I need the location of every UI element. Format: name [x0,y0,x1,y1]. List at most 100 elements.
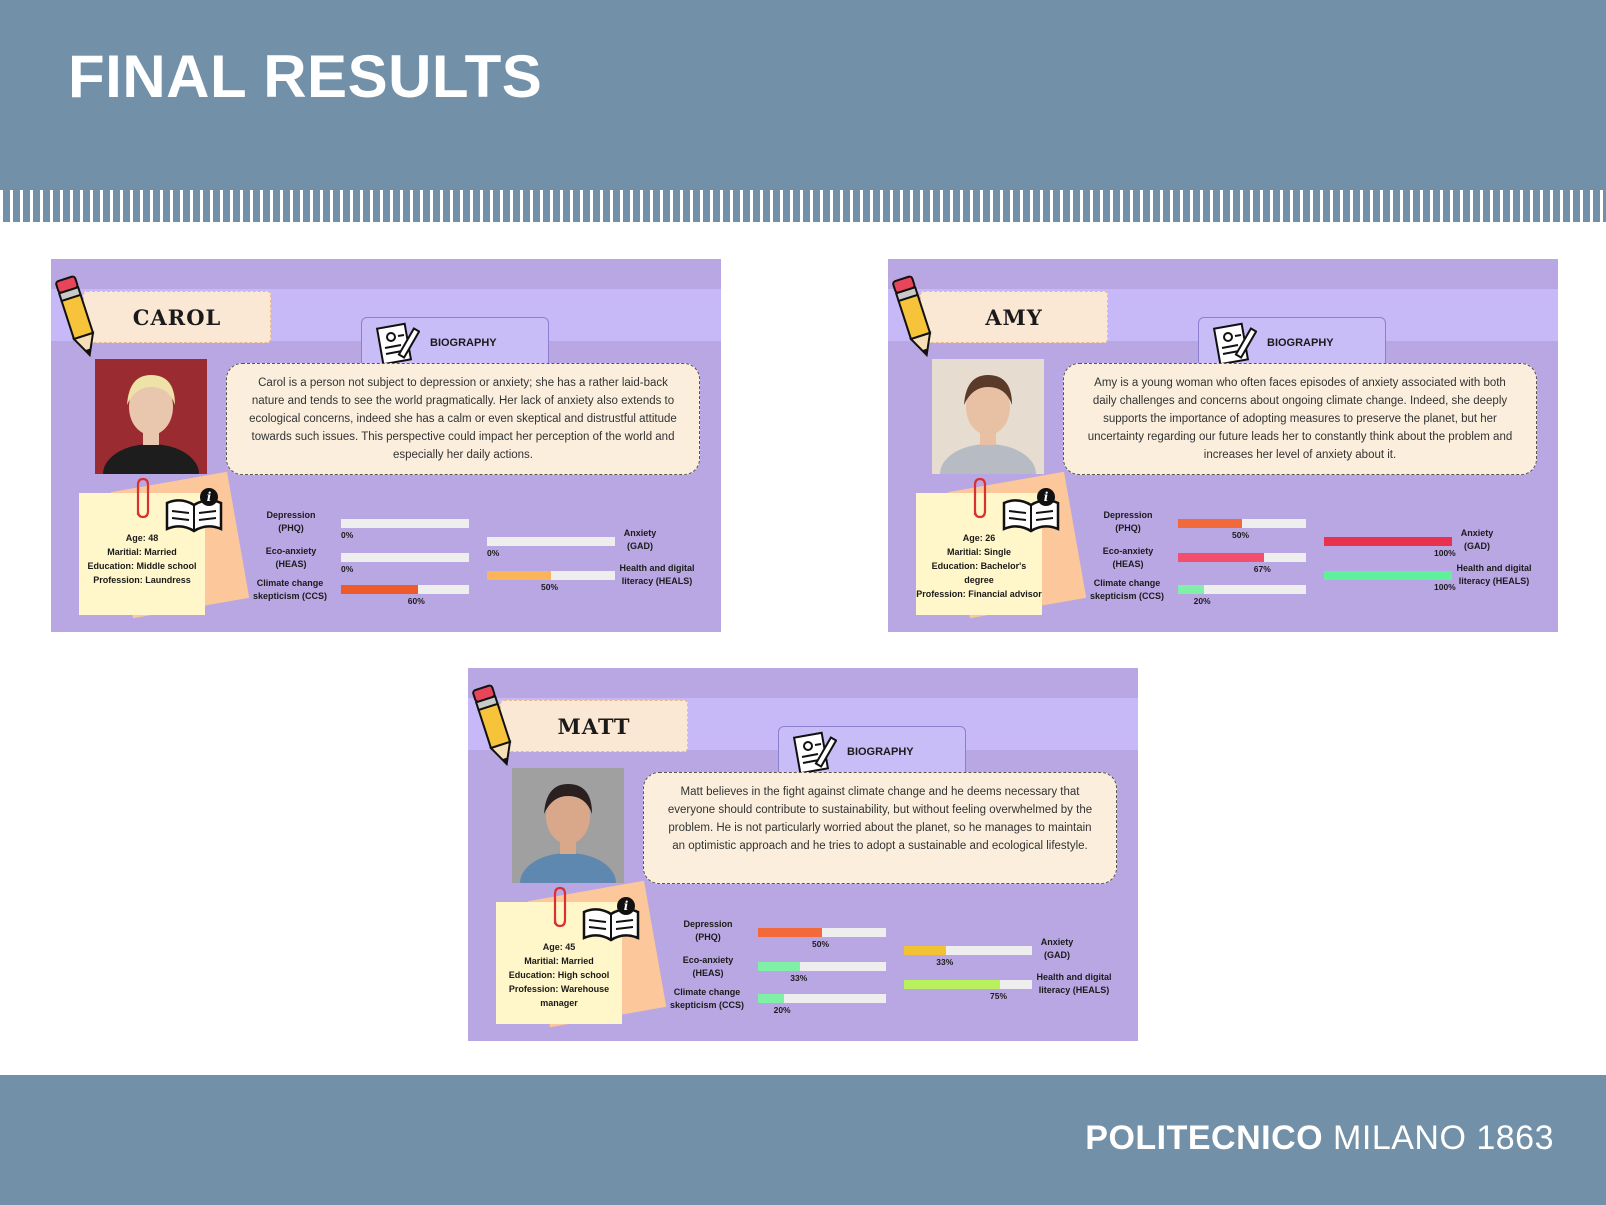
tick-strip [0,190,1606,222]
biography-tab: BIOGRAPHY [361,317,549,371]
paperclip-icon [133,477,151,521]
depression-bar-fill [1178,519,1242,528]
skepticism-label: Climate change skepticism (CCS) [1089,578,1165,601]
health-label: Health and digital literacy (HEALS) [619,563,695,586]
anxiety-bar [487,537,615,546]
svg-text:i: i [624,899,629,913]
eco-anxiety-label: Eco-anxiety (HEAS) [682,955,734,978]
persona-info: Age: 26 Maritial: Single Education: Bachel… [916,531,1042,601]
biography-text: Amy is a young woman who often faces epi… [1063,363,1537,475]
persona-card: MATT BIOGRAPHY Matt believes in the fight … [468,668,1138,1041]
info-line: Education: Bachelor's degree [931,561,1027,585]
info-line: Profession: Laundress [93,575,191,585]
footer-brand-rest: MILANO 1863 [1323,1119,1554,1157]
persona-name: CAROL [132,305,222,330]
name-box: AMY [920,291,1108,343]
svg-text:i: i [207,490,212,504]
biography-tab: BIOGRAPHY [1198,317,1386,371]
anxiety-value: 33% [936,957,954,967]
eco-anxiety-label: Eco-anxiety (HEAS) [1102,546,1154,569]
anxiety-bar [904,946,1032,955]
health-value: 50% [541,582,559,592]
skepticism-label: Climate change skepticism (CCS) [252,578,328,601]
eco-anxiety-bar [341,553,469,562]
name-box: CAROL [83,291,271,343]
eco-anxiety-label: Eco-anxiety (HEAS) [265,546,317,569]
info-line: Maritial: Single [946,547,1011,557]
anxiety-label: Anxiety (GAD) [1460,528,1494,551]
document-icon [374,320,421,368]
depression-value: 50% [812,939,830,949]
anxiety-label: Anxiety (GAD) [623,528,657,551]
anxiety-bar [1324,537,1452,546]
depression-bar [341,519,469,528]
pencil-icon [472,680,516,770]
paperclip-icon [550,886,568,930]
persona-name: AMY [985,305,1043,330]
biography-text: Matt believes in the fight against clima… [643,772,1117,884]
skepticism-value: 20% [773,1005,791,1015]
skepticism-value: 20% [1193,596,1211,606]
anxiety-value: 0% [487,548,500,558]
profile-photo [932,359,1044,474]
info-line: Profession: Warehouse manager [508,984,610,1008]
health-label: Health and digital literacy (HEALS) [1036,972,1112,995]
depression-bar [758,928,886,937]
depression-label: Depression (PHQ) [683,919,733,942]
anxiety-value: 100% [1434,548,1456,558]
profile-photo [512,768,624,883]
info-line: Age: 48 [125,533,159,543]
skepticism-label: Climate change skepticism (CCS) [669,987,745,1010]
persona-card: AMY BIOGRAPHY Amy is a young woman who oft… [888,259,1558,632]
biography-label: BIOGRAPHY [847,746,914,758]
depression-label: Depression (PHQ) [1103,510,1153,533]
paperclip-icon [970,477,988,521]
biography-label: BIOGRAPHY [1267,337,1334,349]
anxiety-bar-fill [904,946,947,955]
health-label: Health and digital literacy (HEALS) [1456,563,1532,586]
eco-anxiety-bar [1178,553,1306,562]
health-bar [487,571,615,580]
depression-value: 50% [1232,530,1250,540]
health-bar [904,980,1032,989]
health-value: 100% [1434,582,1456,592]
persona-name: MATT [557,714,631,739]
health-bar [1324,571,1452,580]
anxiety-bar-fill [1324,537,1452,546]
health-value: 75% [990,991,1008,1001]
persona-info: Age: 45 Maritial: Married Education: High … [496,940,622,1010]
info-line: Age: 45 [542,942,576,952]
book-info-icon: i [580,896,642,942]
info-line: Education: Middle school [87,561,197,571]
skepticism-bar-fill [341,585,418,594]
footer-brand: POLITECNICO MILANO 1863 [1085,1119,1554,1158]
info-line: Age: 26 [962,533,996,543]
slide-title: FINAL RESULTS [68,43,543,110]
depression-bar-fill [758,928,822,937]
skepticism-value: 60% [407,596,425,606]
eco-anxiety-value: 33% [790,973,808,983]
footer-brand-bold: POLITECNICO [1085,1119,1324,1157]
document-icon [1211,320,1258,368]
health-bar-fill [904,980,1000,989]
book-info-icon: i [1000,487,1062,533]
anxiety-label: Anxiety (GAD) [1040,937,1074,960]
health-bar-fill [1324,571,1452,580]
info-line: Maritial: Married [524,956,594,966]
depression-value: 0% [341,530,354,540]
footer-band: POLITECNICO MILANO 1863 [0,1075,1606,1205]
health-bar-fill [487,571,551,580]
skepticism-bar [1178,585,1306,594]
profile-photo [95,359,207,474]
eco-anxiety-bar-fill [1178,553,1264,562]
info-line: Maritial: Married [107,547,177,557]
persona-card: CAROL BIOGRAPHY Carol is a person not subj… [51,259,721,632]
eco-anxiety-value: 0% [341,564,354,574]
pencil-icon [55,271,99,361]
skepticism-bar-fill [1178,585,1204,594]
info-line: Profession: Financial advisor [916,589,1042,599]
biography-tab: BIOGRAPHY [778,726,966,780]
eco-anxiety-bar [758,962,886,971]
pencil-icon [892,271,936,361]
eco-anxiety-bar-fill [758,962,801,971]
